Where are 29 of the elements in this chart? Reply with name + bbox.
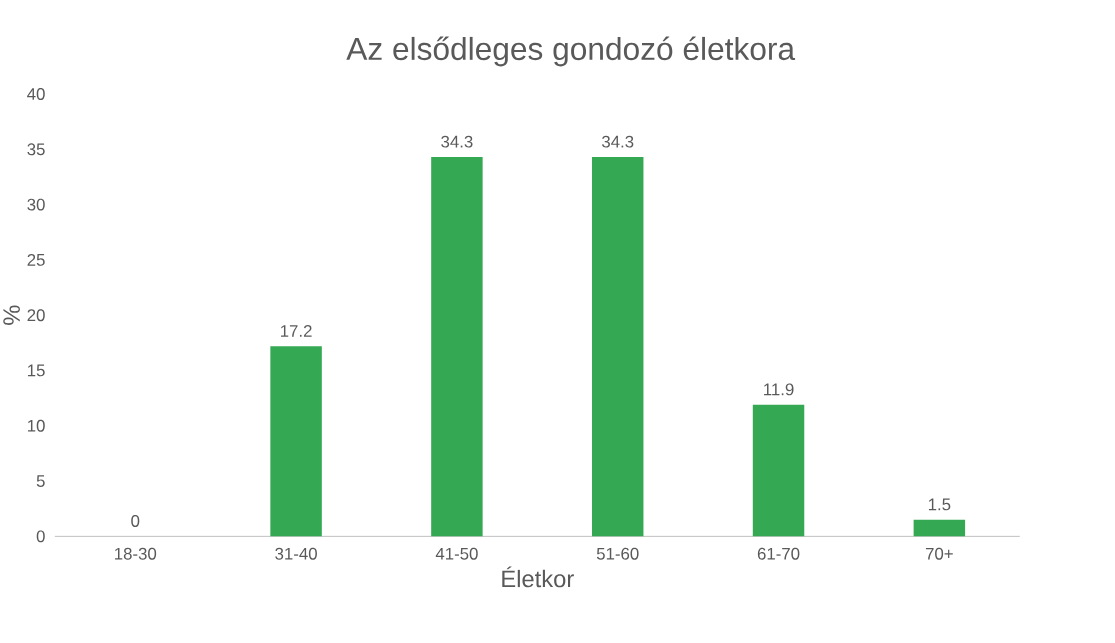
bar (431, 156, 483, 537)
x-tick-label: 51-60 (596, 547, 639, 560)
y-tick-label: 30 (27, 198, 45, 211)
y-tick-label: 25 (27, 253, 45, 266)
bar (913, 519, 966, 537)
x-tick-label: 70+ (925, 547, 953, 560)
x-tick-label: 61-70 (757, 547, 800, 560)
y-tick-label: 15 (28, 364, 45, 377)
y-tick-label: 35 (27, 143, 45, 156)
data-label: 11.9 (764, 383, 794, 396)
y-tick-label: 40 (27, 87, 45, 100)
chart-title: Az elsődleges gondozó életkora (346, 36, 796, 67)
y-tick-label: 20 (27, 309, 45, 322)
x-tick-label: 41-50 (435, 547, 478, 560)
x-tick-label: 31-40 (275, 547, 317, 560)
bar (752, 404, 805, 537)
data-label: 1.5 (928, 498, 951, 511)
x-axis-title: Életkor (502, 566, 574, 588)
data-label: 34.3 (441, 135, 473, 148)
y-tick-label: 10 (28, 419, 45, 432)
y-axis-title: % (3, 305, 20, 325)
data-label: 0 (131, 514, 140, 527)
y-tick-label: 5 (36, 475, 45, 487)
bar (591, 156, 644, 537)
bar (270, 346, 322, 537)
y-tick-label: 0 (36, 530, 45, 543)
x-tick-label: 18-30 (115, 547, 157, 560)
data-label: 34.3 (601, 135, 634, 148)
data-label: 17.2 (281, 324, 312, 337)
